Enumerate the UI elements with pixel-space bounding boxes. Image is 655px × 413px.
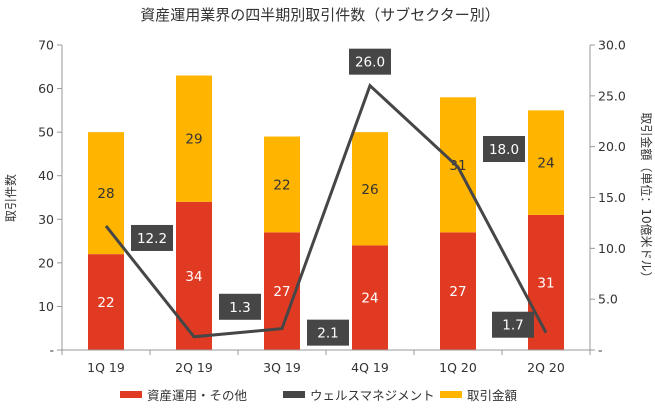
bar-label-wealth-management: 22 bbox=[273, 177, 290, 193]
bar-wealth-management bbox=[88, 132, 124, 255]
bar-label-wealth-management: 29 bbox=[185, 132, 202, 148]
left-axis: - 10 20 30 40 50 60 70 bbox=[38, 38, 63, 358]
bar-label-wealth-management: 26 bbox=[361, 182, 378, 198]
legend: 資産運用・その他 ウェルスマネジメント 取引金額 bbox=[120, 388, 518, 403]
left-tick-label: 40 bbox=[38, 168, 54, 183]
x-tick-label: 1Q 20 bbox=[439, 360, 477, 375]
right-tick-label: 25.0 bbox=[598, 88, 626, 103]
bar-label-asset-management: 31 bbox=[537, 275, 554, 291]
right-tick-label: 15.0 bbox=[598, 190, 626, 205]
left-tick-label: 60 bbox=[38, 81, 54, 96]
bar-wealth-management bbox=[176, 75, 212, 202]
bar-label-asset-management: 27 bbox=[449, 284, 466, 300]
line-data-label: 1.3 bbox=[229, 300, 250, 316]
x-tick-label: 3Q 19 bbox=[263, 360, 301, 375]
x-tick-label: 1Q 19 bbox=[87, 360, 125, 375]
bar-label-asset-management: 27 bbox=[273, 284, 290, 300]
bar-asset-management bbox=[440, 232, 476, 350]
right-axis: - 5.0 10.0 15.0 20.0 25.0 30.0 bbox=[589, 38, 626, 358]
right-tick-label: 5.0 bbox=[598, 292, 618, 307]
line-data-label: 26.0 bbox=[355, 55, 385, 71]
left-tick-label: - bbox=[49, 343, 54, 358]
line-data-label: 12.2 bbox=[137, 231, 167, 247]
x-tick-label: 2Q 19 bbox=[175, 360, 213, 375]
y-axis-title-right: 取引金額（単位：10億米ドル） bbox=[639, 112, 654, 283]
line-series: 12.2 1.3 2.1 26.0 18.0 1.7 bbox=[104, 48, 548, 346]
bar-wealth-management bbox=[264, 136, 300, 233]
line-data-label: 1.7 bbox=[502, 318, 523, 334]
bar-wealth-management bbox=[440, 97, 476, 233]
line-data-label-box bbox=[483, 136, 525, 162]
bar-label-wealth-management: 24 bbox=[537, 156, 554, 172]
left-tick-label: 50 bbox=[38, 125, 54, 140]
legend-swatch bbox=[283, 391, 305, 398]
left-tick-label: 30 bbox=[38, 212, 54, 227]
bar-wealth-management bbox=[528, 110, 564, 215]
bar-asset-management bbox=[88, 254, 124, 350]
y-axis-title-left: 取引件数 bbox=[3, 174, 18, 222]
left-tick-label: 10 bbox=[38, 299, 54, 314]
bar-asset-management bbox=[176, 201, 212, 350]
legend-label: ウェルスマネジメント bbox=[310, 388, 435, 403]
chart-title: 資産運用業界の四半期別取引件数（サブセクター別） bbox=[140, 6, 499, 24]
bar-wealth-management bbox=[352, 132, 388, 246]
line-data-label-box bbox=[492, 311, 534, 338]
right-tick-label: 20.0 bbox=[598, 139, 626, 154]
line-data-label: 2.1 bbox=[317, 326, 338, 342]
left-tick-label: 70 bbox=[38, 38, 54, 53]
bar-label-asset-management: 24 bbox=[361, 291, 378, 307]
left-tick-label: 20 bbox=[38, 255, 54, 270]
right-tick-label: 10.0 bbox=[598, 241, 626, 256]
bar-label-wealth-management: 28 bbox=[97, 186, 114, 202]
bar-label-asset-management: 22 bbox=[97, 295, 114, 311]
line-series-path bbox=[104, 83, 548, 339]
line-data-label-box bbox=[219, 293, 261, 320]
right-tick-label: 30.0 bbox=[598, 38, 626, 53]
legend-swatch bbox=[120, 391, 142, 398]
line-data-label: 18.0 bbox=[489, 142, 519, 158]
line-data-label-box bbox=[131, 224, 173, 251]
line-data-label-box bbox=[307, 319, 349, 346]
x-tick-label: 2Q 20 bbox=[527, 360, 565, 375]
x-axis: 1Q 19 2Q 19 3Q 19 4Q 19 1Q 20 2Q 20 bbox=[61, 349, 591, 375]
line-data-label-box bbox=[349, 48, 391, 75]
legend-swatch bbox=[440, 391, 462, 398]
right-tick-label: - bbox=[598, 343, 603, 358]
legend-label: 資産運用・その他 bbox=[147, 388, 248, 403]
legend-label: 取引金額 bbox=[467, 388, 518, 403]
bar-asset-management bbox=[352, 245, 388, 350]
x-tick-label: 4Q 19 bbox=[351, 360, 389, 375]
bar-label-asset-management: 34 bbox=[185, 269, 202, 285]
